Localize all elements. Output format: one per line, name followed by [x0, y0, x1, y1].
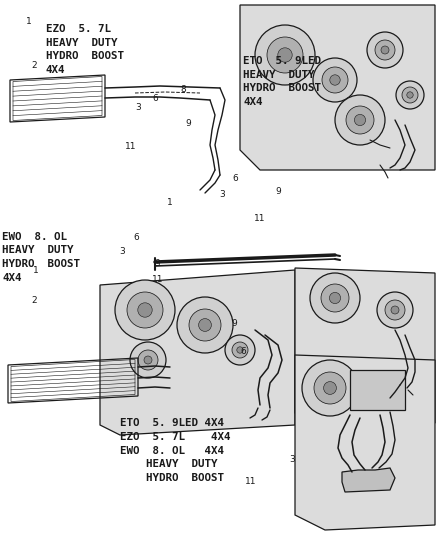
- Text: ETO  5. 9LED
HEAVY  DUTY
HYDRO  BOOST
4X4: ETO 5. 9LED HEAVY DUTY HYDRO BOOST 4X4: [243, 56, 321, 107]
- Text: 11: 11: [245, 477, 257, 486]
- Circle shape: [381, 46, 389, 54]
- Circle shape: [375, 40, 395, 60]
- Text: 6: 6: [240, 348, 246, 356]
- Circle shape: [232, 342, 248, 358]
- Text: ETO  5. 9LED 4X4
EZO  5. 7L    4X4
EWO  8. OL   4X4
    HEAVY  DUTY
    HYDRO  B: ETO 5. 9LED 4X4 EZO 5. 7L 4X4 EWO 8. OL …: [120, 418, 231, 483]
- Text: EZO  5. 7L
HEAVY  DUTY
HYDRO  BOOST
4X4: EZO 5. 7L HEAVY DUTY HYDRO BOOST 4X4: [46, 24, 124, 75]
- Text: 11: 11: [125, 142, 136, 150]
- Circle shape: [346, 106, 374, 134]
- Circle shape: [313, 58, 357, 102]
- Circle shape: [237, 347, 243, 353]
- Polygon shape: [295, 355, 435, 530]
- Bar: [350, 370, 405, 410]
- Circle shape: [189, 309, 221, 341]
- Text: 8: 8: [180, 85, 186, 93]
- Polygon shape: [240, 5, 435, 170]
- Text: 11: 11: [254, 214, 265, 223]
- Text: 6: 6: [133, 233, 139, 241]
- Circle shape: [127, 292, 163, 328]
- Circle shape: [310, 273, 360, 323]
- Circle shape: [144, 356, 152, 364]
- Text: 3: 3: [135, 103, 141, 112]
- Circle shape: [314, 372, 346, 404]
- Circle shape: [335, 95, 385, 145]
- Text: 3: 3: [119, 247, 125, 256]
- Circle shape: [302, 360, 358, 416]
- Text: 6: 6: [233, 174, 239, 183]
- Polygon shape: [342, 468, 395, 492]
- Text: 1: 1: [167, 198, 173, 207]
- Circle shape: [198, 319, 212, 332]
- Circle shape: [278, 48, 292, 62]
- Text: 11: 11: [152, 275, 163, 284]
- Circle shape: [324, 382, 336, 394]
- Circle shape: [407, 92, 413, 98]
- Text: 3: 3: [290, 455, 296, 464]
- Text: 9: 9: [275, 188, 281, 196]
- Circle shape: [267, 37, 303, 73]
- Text: 2: 2: [32, 296, 37, 304]
- Circle shape: [354, 115, 366, 126]
- Text: 9: 9: [231, 319, 237, 328]
- Text: 9: 9: [185, 119, 191, 128]
- Circle shape: [177, 297, 233, 353]
- Circle shape: [138, 303, 152, 317]
- Circle shape: [321, 284, 349, 312]
- Text: 2: 2: [32, 61, 37, 70]
- Polygon shape: [295, 268, 435, 428]
- Circle shape: [330, 75, 340, 85]
- Circle shape: [255, 25, 315, 85]
- Text: 9: 9: [154, 260, 160, 268]
- Circle shape: [138, 350, 158, 370]
- Text: 3: 3: [219, 190, 226, 199]
- Circle shape: [391, 306, 399, 314]
- Circle shape: [329, 293, 341, 304]
- Text: 6: 6: [152, 94, 159, 103]
- Circle shape: [130, 342, 166, 378]
- Circle shape: [322, 67, 348, 93]
- Circle shape: [115, 280, 175, 340]
- Text: 1: 1: [25, 17, 32, 26]
- Circle shape: [396, 81, 424, 109]
- Text: EWO  8. OL
HEAVY  DUTY
HYDRO  BOOST
4X4: EWO 8. OL HEAVY DUTY HYDRO BOOST 4X4: [2, 232, 80, 282]
- Circle shape: [385, 300, 405, 320]
- Circle shape: [225, 335, 255, 365]
- Text: 1: 1: [33, 266, 39, 274]
- Circle shape: [402, 87, 418, 103]
- Circle shape: [367, 32, 403, 68]
- Polygon shape: [100, 270, 295, 435]
- Circle shape: [377, 292, 413, 328]
